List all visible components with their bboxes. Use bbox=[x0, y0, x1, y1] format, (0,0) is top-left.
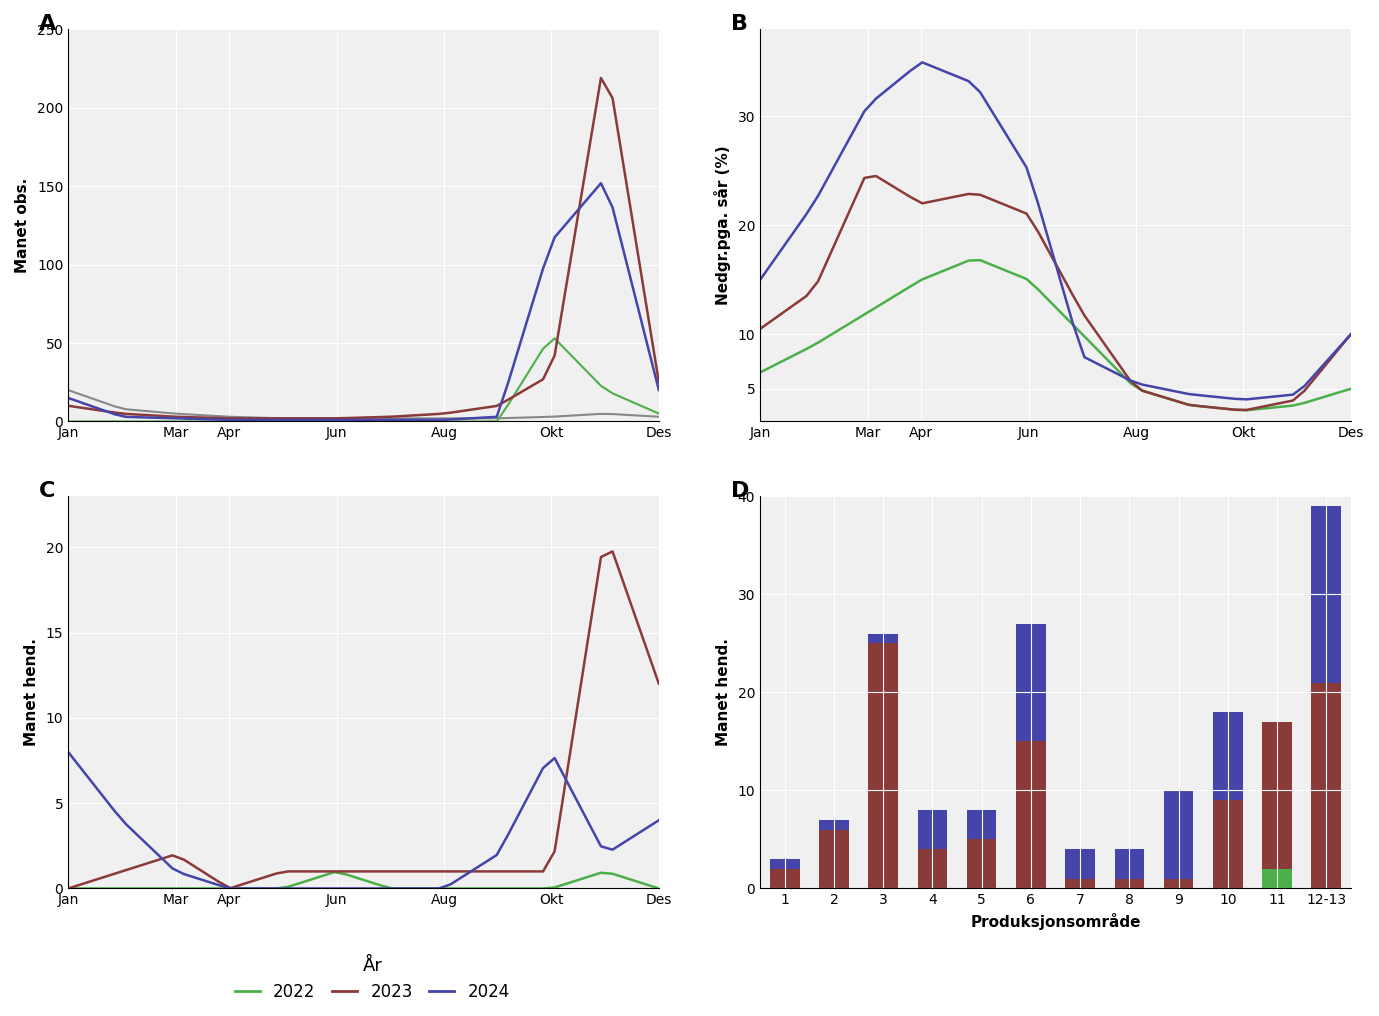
Y-axis label: Nedgr.pga. sår (%): Nedgr.pga. sår (%) bbox=[714, 145, 731, 305]
Text: D: D bbox=[731, 481, 749, 501]
Bar bbox=[1066, 879, 1095, 888]
Bar bbox=[1262, 869, 1292, 888]
Text: B: B bbox=[731, 13, 747, 34]
Bar bbox=[769, 869, 800, 888]
Bar bbox=[967, 810, 997, 839]
Y-axis label: Manet hend.: Manet hend. bbox=[716, 638, 731, 747]
Bar bbox=[1311, 683, 1340, 888]
Bar bbox=[1262, 721, 1292, 869]
Bar bbox=[1066, 849, 1095, 879]
Bar bbox=[1016, 742, 1045, 888]
Y-axis label: Manet hend.: Manet hend. bbox=[23, 638, 39, 747]
Bar bbox=[869, 634, 898, 643]
Bar bbox=[917, 849, 947, 888]
Bar bbox=[1114, 879, 1145, 888]
Bar bbox=[1016, 624, 1045, 742]
Bar bbox=[917, 810, 947, 849]
X-axis label: Produksjonsområde: Produksjonsområde bbox=[971, 913, 1140, 930]
Bar bbox=[1311, 506, 1340, 683]
Bar bbox=[1114, 849, 1145, 879]
Bar bbox=[967, 839, 997, 888]
Bar bbox=[1164, 790, 1193, 879]
Bar bbox=[869, 643, 898, 888]
Text: A: A bbox=[39, 13, 57, 34]
Bar bbox=[819, 830, 848, 888]
Bar bbox=[1214, 712, 1242, 801]
Text: C: C bbox=[39, 481, 55, 501]
Bar bbox=[1214, 801, 1242, 888]
Y-axis label: Manet obs.: Manet obs. bbox=[15, 178, 30, 273]
Bar bbox=[819, 820, 848, 830]
Legend: 2022, 2023, 2024: 2022, 2023, 2024 bbox=[228, 950, 517, 1008]
Bar bbox=[1164, 879, 1193, 888]
Bar bbox=[769, 860, 800, 869]
